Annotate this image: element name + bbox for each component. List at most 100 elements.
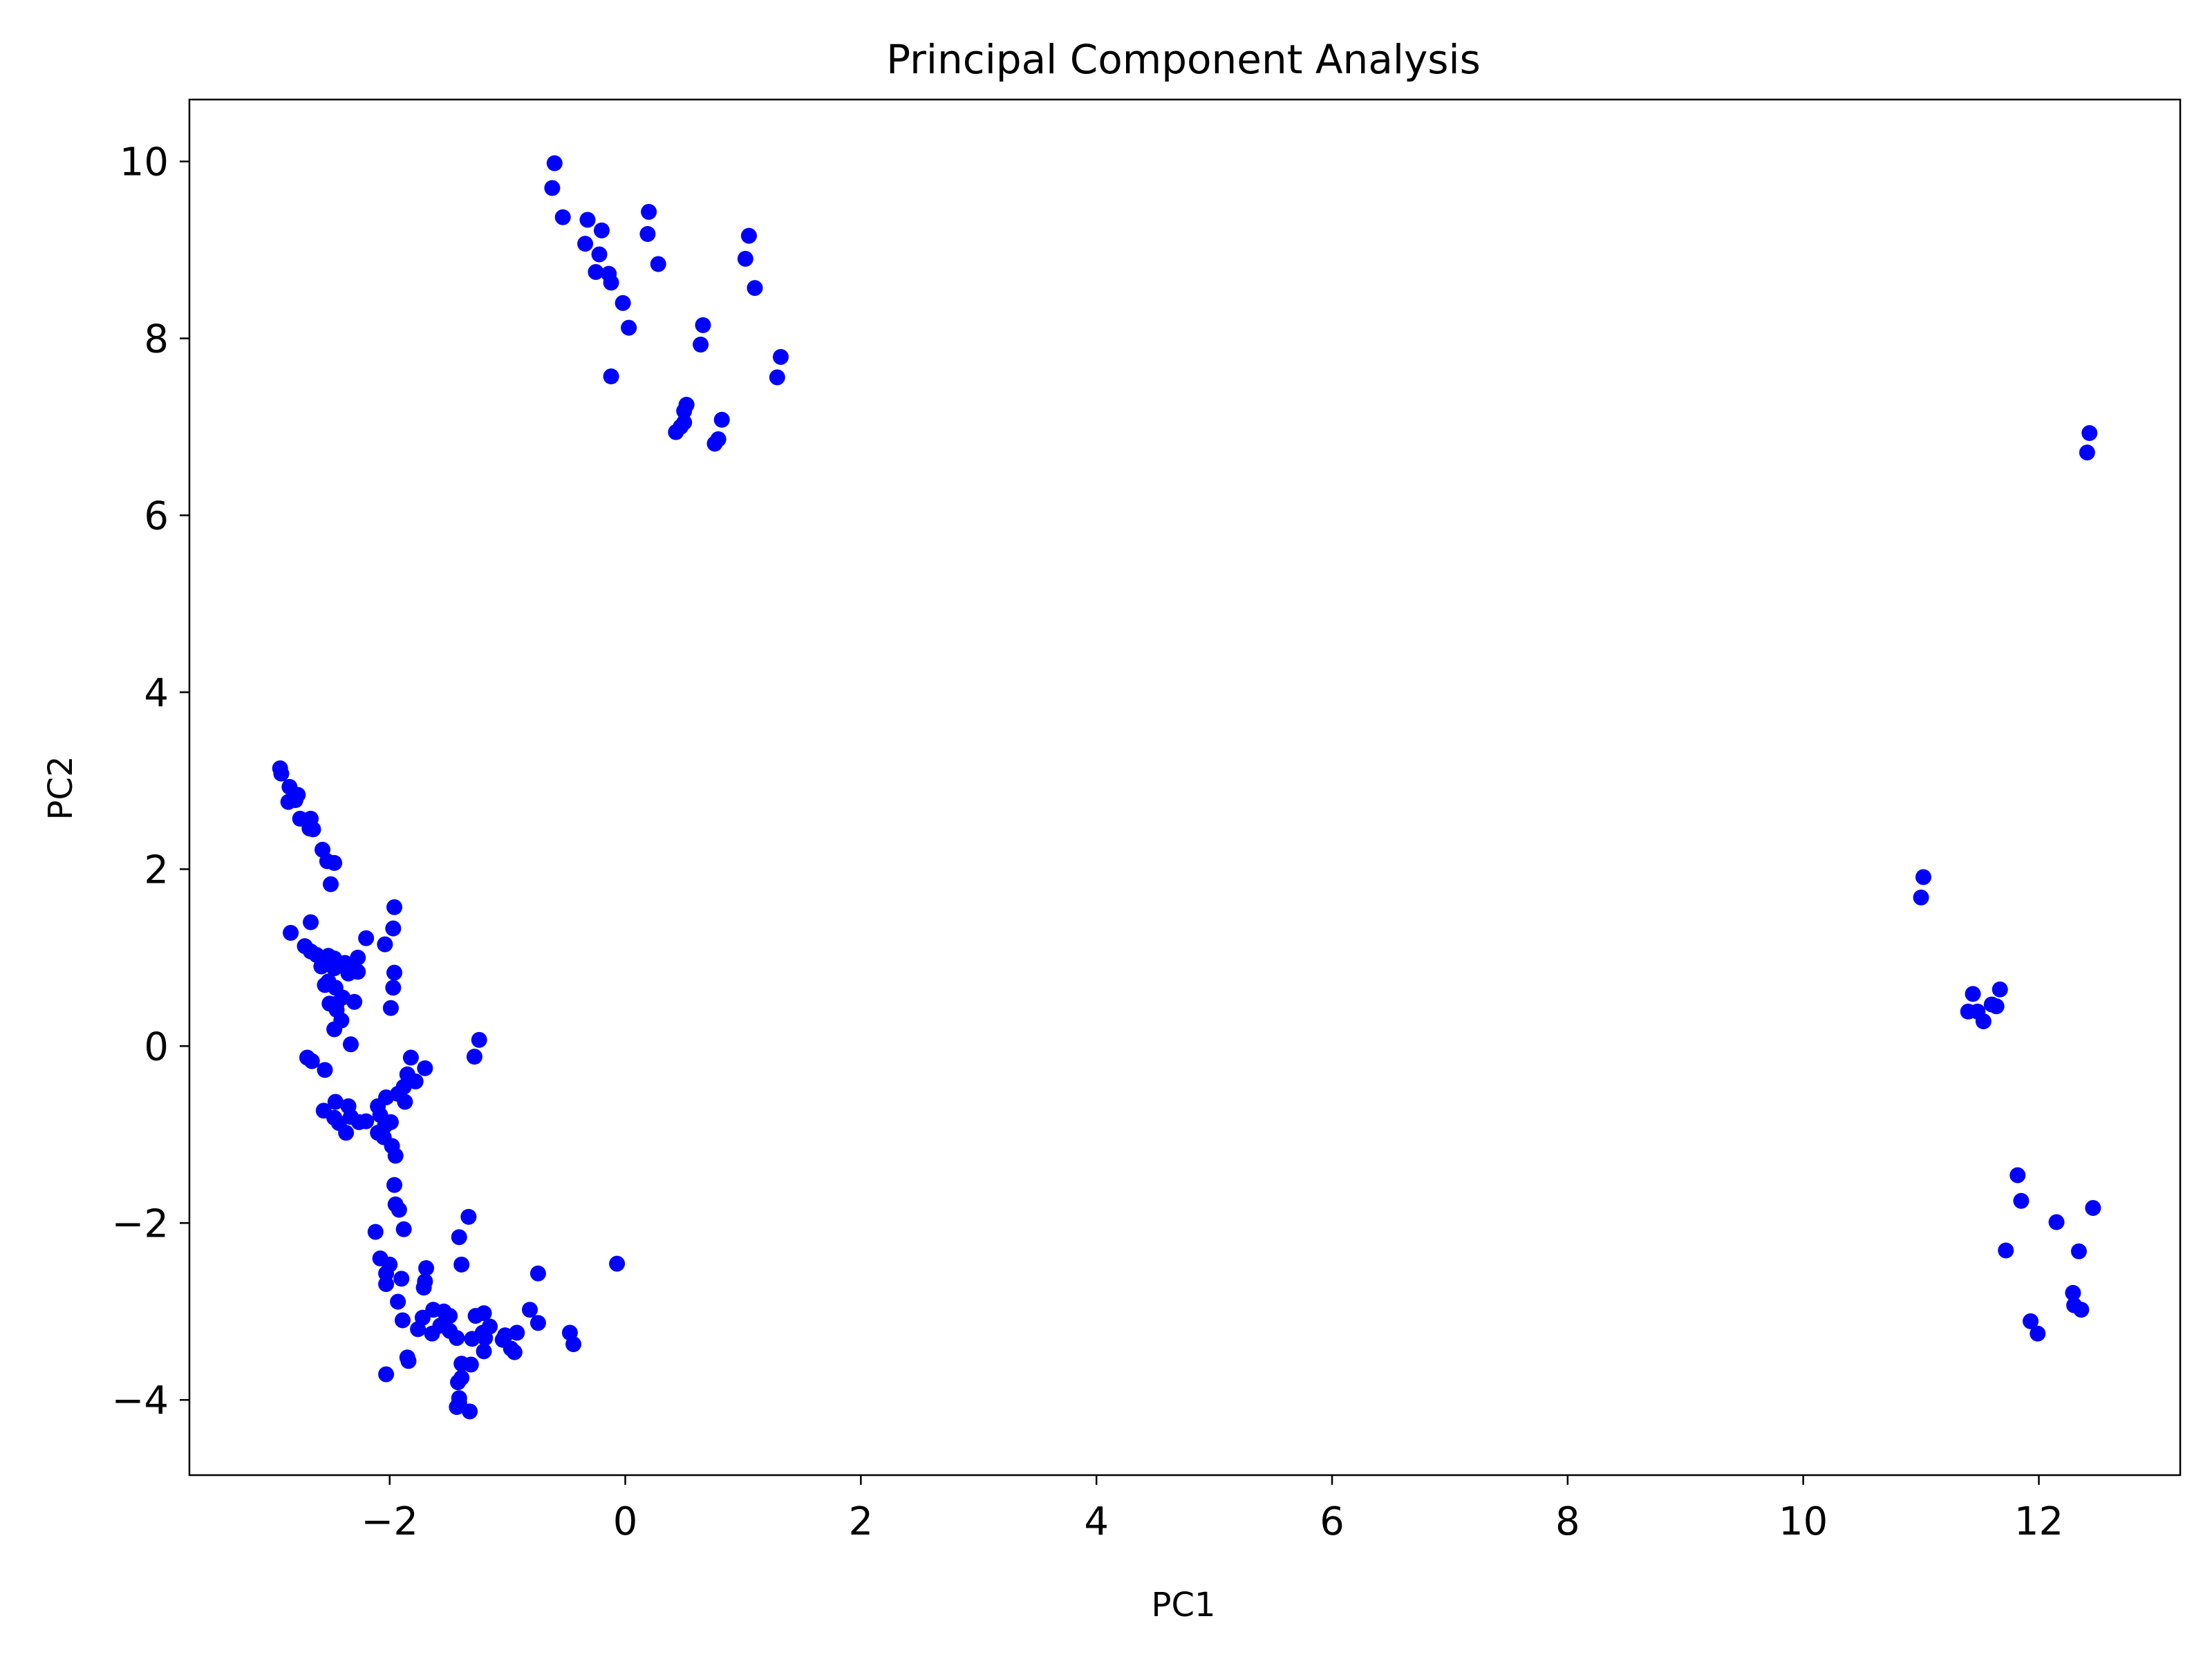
data-point bbox=[740, 227, 757, 244]
data-point bbox=[303, 1053, 320, 1069]
data-point bbox=[449, 1330, 465, 1347]
x-axis-label: PC1 bbox=[1152, 1586, 1216, 1624]
data-point bbox=[1915, 869, 1931, 885]
data-point bbox=[385, 920, 402, 937]
data-point bbox=[394, 1312, 411, 1329]
x-tick-label: 2 bbox=[849, 1499, 874, 1544]
data-point bbox=[476, 1343, 492, 1360]
data-points bbox=[272, 155, 2101, 1420]
data-point bbox=[313, 958, 330, 975]
y-tick-label: −4 bbox=[111, 1378, 169, 1423]
data-point bbox=[639, 226, 656, 243]
data-point bbox=[609, 1255, 626, 1272]
data-point bbox=[378, 1366, 395, 1382]
data-point bbox=[346, 993, 363, 1010]
x-tick-label: 12 bbox=[2014, 1499, 2063, 1544]
data-point bbox=[377, 936, 393, 953]
data-point bbox=[326, 854, 343, 871]
data-point bbox=[280, 794, 297, 810]
data-point bbox=[378, 1276, 395, 1293]
data-point bbox=[1988, 998, 2005, 1015]
data-point bbox=[327, 1094, 344, 1110]
data-point bbox=[451, 1229, 467, 1246]
data-point bbox=[1998, 1242, 2014, 1259]
data-point bbox=[391, 1201, 407, 1218]
data-point bbox=[603, 368, 619, 385]
data-point bbox=[326, 960, 343, 977]
data-point bbox=[322, 876, 339, 892]
data-point bbox=[1975, 1013, 1991, 1029]
data-point bbox=[462, 1403, 478, 1420]
data-point bbox=[387, 1147, 404, 1164]
data-point bbox=[2081, 424, 2098, 441]
data-point bbox=[509, 1324, 525, 1341]
data-point bbox=[554, 209, 571, 225]
data-point bbox=[385, 980, 402, 996]
data-point bbox=[713, 411, 730, 428]
data-point bbox=[460, 1208, 477, 1225]
x-tick-label: 8 bbox=[1555, 1499, 1580, 1544]
data-point bbox=[418, 1260, 435, 1277]
x-tick-label: 10 bbox=[1779, 1499, 1828, 1544]
data-point bbox=[695, 317, 711, 333]
data-point bbox=[2009, 1167, 2026, 1183]
data-point bbox=[449, 1398, 465, 1415]
data-point bbox=[273, 765, 290, 782]
y-tick-label: 8 bbox=[144, 317, 169, 362]
data-point bbox=[390, 1293, 406, 1310]
data-point bbox=[2023, 1313, 2039, 1329]
data-point bbox=[706, 435, 723, 452]
data-point bbox=[772, 348, 789, 365]
data-point bbox=[1965, 986, 1981, 1002]
y-tick-label: 6 bbox=[144, 494, 169, 538]
data-point bbox=[676, 402, 693, 419]
data-point bbox=[471, 1031, 487, 1048]
x-tick-label: 0 bbox=[613, 1499, 638, 1544]
data-point bbox=[506, 1344, 523, 1360]
data-point bbox=[2065, 1284, 2081, 1301]
data-point bbox=[358, 1113, 375, 1130]
data-point bbox=[529, 1265, 546, 1282]
data-point bbox=[668, 424, 684, 440]
data-point bbox=[579, 212, 596, 228]
data-point bbox=[358, 930, 375, 946]
data-point bbox=[340, 965, 357, 982]
data-point bbox=[303, 914, 319, 930]
data-point bbox=[305, 821, 321, 838]
data-point bbox=[546, 155, 563, 171]
chart-title: Principal Component Analysis bbox=[886, 36, 1481, 83]
data-point bbox=[477, 1330, 494, 1347]
data-point bbox=[641, 204, 657, 221]
y-tick-label: 10 bbox=[120, 140, 169, 185]
data-point bbox=[453, 1256, 470, 1273]
data-point bbox=[415, 1280, 432, 1296]
data-point bbox=[2073, 1302, 2090, 1318]
data-point bbox=[386, 964, 403, 981]
data-point bbox=[693, 336, 709, 353]
data-point bbox=[367, 1224, 384, 1240]
data-point bbox=[544, 180, 561, 196]
data-point bbox=[650, 256, 666, 272]
data-point bbox=[386, 899, 403, 915]
data-point bbox=[591, 246, 608, 263]
data-point bbox=[338, 1125, 355, 1141]
y-tick-label: 0 bbox=[144, 1024, 169, 1069]
data-point bbox=[450, 1374, 467, 1391]
data-point bbox=[397, 1094, 413, 1110]
data-point bbox=[2030, 1325, 2046, 1342]
data-point bbox=[2013, 1192, 2030, 1209]
data-point bbox=[1913, 889, 1929, 906]
data-point bbox=[393, 1271, 410, 1287]
data-point bbox=[565, 1336, 582, 1353]
y-axis-label: PC2 bbox=[41, 756, 80, 821]
data-point bbox=[395, 1221, 412, 1237]
x-tick-label: 4 bbox=[1084, 1499, 1109, 1544]
data-point bbox=[424, 1325, 440, 1342]
x-tick-label: 6 bbox=[1320, 1499, 1344, 1544]
data-point bbox=[577, 236, 594, 252]
data-point bbox=[386, 1177, 403, 1193]
data-point bbox=[2079, 444, 2095, 461]
data-point bbox=[1991, 981, 2008, 997]
